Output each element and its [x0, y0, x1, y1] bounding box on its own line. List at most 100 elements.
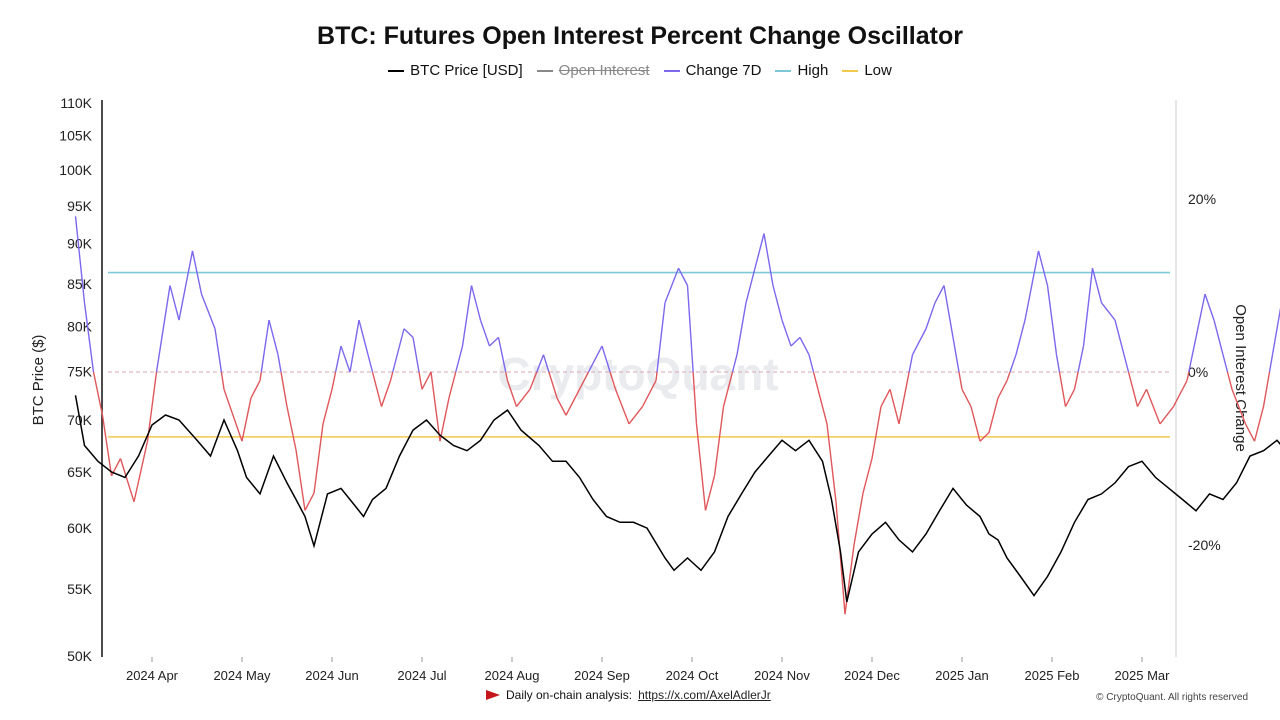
legend-swatch — [775, 69, 792, 72]
chart-title: BTC: Futures Open Interest Percent Chang… — [317, 22, 963, 50]
left-tick-label: 110K — [60, 95, 92, 111]
oi-change-segment — [1073, 371, 1079, 390]
oi-change-segment — [92, 371, 104, 416]
oi-change-segment — [1204, 293, 1215, 321]
oi-change-segment — [448, 371, 457, 399]
oi-change-segment — [412, 337, 420, 373]
oi-change-segment — [817, 389, 828, 425]
oi-change-segment — [592, 345, 603, 364]
oi-change-segment — [392, 328, 405, 373]
legend-item-high[interactable]: High — [775, 62, 828, 79]
oi-change-segment — [731, 354, 738, 373]
oi-change-segment — [439, 397, 450, 442]
x-tick-label: 2024 Aug — [485, 668, 540, 683]
oi-change-segment — [169, 285, 180, 321]
x-tick-label: 2024 Oct — [666, 668, 719, 683]
oi-change-segment — [745, 268, 756, 303]
oi-change-segment — [277, 354, 282, 373]
oi-change-segment — [1006, 371, 1011, 381]
x-tick-label: 2024 May — [213, 668, 271, 683]
oi-change-segment — [371, 371, 383, 407]
oi-change-segment — [1123, 354, 1130, 373]
oi-change-segment — [1055, 354, 1061, 373]
oi-change-segment — [695, 423, 707, 511]
oi-change-segment — [1231, 389, 1247, 425]
legend-item-low[interactable]: Low — [842, 62, 892, 79]
oi-change-segment — [1195, 294, 1206, 338]
left-tick-label: 85K — [67, 276, 93, 292]
left-tick-label: 90K — [67, 236, 93, 252]
footer: Daily on-chain analysis: https://x.com/A… — [486, 688, 771, 702]
oi-change-segment — [961, 388, 972, 407]
oi-change-segment — [358, 319, 369, 355]
oi-change-segment — [628, 406, 644, 425]
oi-change-segment — [1186, 371, 1190, 381]
oi-change-segment — [799, 337, 810, 356]
x-tick-label: 2024 Sep — [574, 668, 630, 683]
oi-change-segment — [200, 293, 216, 330]
oi-change-segment — [925, 302, 936, 329]
legend-item-open-interest[interactable]: Open Interest — [536, 62, 650, 79]
left-tick-label: 75K — [67, 364, 93, 380]
oi-change-segment — [1159, 406, 1175, 425]
flag-icon — [486, 690, 500, 700]
oi-change-segment — [1100, 302, 1116, 321]
oi-change-segment — [844, 544, 855, 615]
x-tick-label: 2024 Jun — [305, 668, 359, 683]
oi-change-segment — [1082, 268, 1094, 347]
oi-change-segment — [542, 354, 550, 373]
oi-change-segment — [497, 337, 507, 373]
oi-change-segment — [479, 319, 491, 347]
legend-label: Open Interest — [558, 62, 650, 79]
oi-change-segment — [232, 415, 243, 442]
oi-change-segment — [1268, 354, 1274, 373]
oi-change-segment — [754, 233, 765, 269]
oi-change-segment — [455, 345, 464, 373]
oi-change-segment — [1091, 268, 1103, 303]
legend-label: Change 7D — [685, 62, 762, 79]
oi-change-segment — [908, 354, 914, 373]
oi-change-segment — [1244, 423, 1256, 442]
footer-link[interactable]: https://x.com/AxelAdlerJr — [638, 688, 771, 702]
legend-item-change-7d[interactable]: Change 7D — [663, 62, 762, 79]
oi-change-segment — [763, 233, 774, 286]
oi-change-segment — [331, 371, 337, 390]
oi-change-segment — [862, 458, 873, 494]
oi-change-segment — [349, 319, 360, 373]
x-tick-label: 2025 Jan — [935, 668, 989, 683]
oi-change-segment — [178, 250, 194, 321]
oi-change-segment — [304, 492, 315, 511]
btc-price-line — [74, 395, 1280, 603]
oi-change-segment — [506, 380, 518, 407]
oi-change-segment — [133, 441, 149, 502]
oi-change-segment — [119, 458, 135, 502]
oi-change-segment — [880, 388, 891, 407]
x-tick-label: 2024 Jul — [397, 668, 446, 683]
oi-change-segment — [367, 354, 374, 373]
oi-change-segment — [835, 501, 846, 615]
oi-change-segment — [1024, 250, 1040, 321]
legend-item-btc-price-usd[interactable]: BTC Price [USD] — [388, 62, 523, 79]
right-tick-label: 20% — [1188, 191, 1216, 207]
legend-label: High — [797, 62, 829, 79]
oi-change-segment — [889, 389, 900, 425]
oi-change-segment — [988, 397, 999, 433]
oi-change-segment — [565, 388, 581, 416]
oi-change-segment — [421, 371, 432, 390]
oi-change-segment — [641, 380, 657, 407]
oi-change-segment — [943, 285, 954, 338]
legend-swatch — [388, 69, 405, 72]
x-tick-label: 2024 Apr — [126, 668, 179, 683]
oi-change-segment — [1172, 380, 1188, 407]
x-tick-label: 2025 Mar — [1115, 668, 1171, 683]
left-tick-label: 80K — [67, 318, 93, 334]
legend-swatch — [536, 69, 553, 72]
oi-change-segment — [505, 371, 509, 381]
footer-prefix: Daily on-chain analysis: — [506, 688, 633, 702]
oi-change-segment — [461, 285, 473, 347]
oi-change-segment — [713, 406, 725, 476]
oi-change-segment — [1077, 345, 1085, 373]
legend: BTC Price [USD] Open Interest Change 7D Hig… — [0, 62, 1280, 79]
oi-change-segment — [250, 380, 261, 399]
oi-change-segment — [692, 371, 698, 424]
